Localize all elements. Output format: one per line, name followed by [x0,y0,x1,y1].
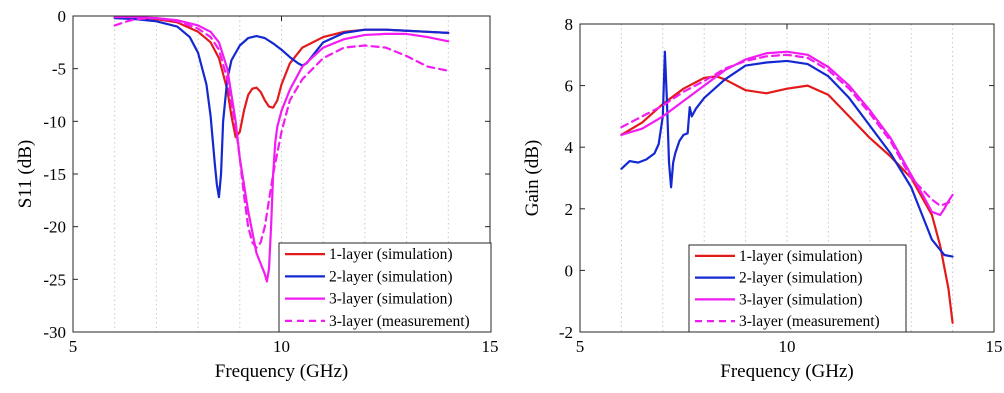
gain-legend-box [688,244,907,333]
gain-series-line-4 [620,53,954,207]
gain-x-tick-label: 5 [576,337,585,356]
gain-y-tick-label: 2 [565,200,574,219]
s11-x-tick-label: 5 [69,337,78,356]
gain-y-tick-label: -2 [559,323,573,342]
s11-series-line-4 [113,17,450,249]
s11-x-axis-label: Frequency (GHz) [215,361,348,382]
gain-y-tick-label: 0 [565,261,574,280]
gain-x-tick-label: 10 [779,337,796,356]
gain-legend-label-4: 3-layer (measurement) [739,313,880,330]
s11-series-group [113,15,450,283]
s11-ticks: 5 10 15 0 -5 -10 -15 -20 -25 -30 [43,7,498,356]
gain-legend-label-1: 1-layer (simulation) [739,248,863,265]
s11-grid [114,16,449,332]
gain-y-axis-label: Gain (dB) [522,140,543,217]
gain-y-tick-label: 6 [565,77,574,96]
gain-series-line-3 [620,50,954,217]
s11-y-tick-label: -30 [43,323,66,342]
s11-y-axis-label: S11 (dB) [15,140,36,208]
s11-legend-label-4: 3-layer (measurement) [329,313,470,330]
gain-x-tick-label: 15 [986,337,1003,356]
s11-legend: 1-layer (simulation) 2-layer (simulation)… [278,242,492,333]
s11-series-line-2 [113,17,450,199]
gain-series-line-2 [620,50,954,258]
s11-legend-box [278,242,492,333]
gain-legend-label-3: 3-layer (simulation) [739,291,863,308]
s11-y-tick-label: -20 [43,218,66,237]
gain-series-group [620,50,954,324]
s11-x-tick-label: 10 [273,337,290,356]
s11-legend-label-3: 3-layer (simulation) [329,291,453,308]
s11-y-tick-label: -10 [43,112,66,131]
s11-y-tick-label: -5 [52,60,66,79]
s11-legend-label-2: 2-layer (simulation) [329,268,453,285]
s11-series-line-3 [113,15,450,283]
gain-y-tick-label: 8 [565,15,574,34]
s11-x-tick-label: 15 [482,337,499,356]
s11-legend-label-1: 1-layer (simulation) [329,246,453,263]
gain-legend: 1-layer (simulation) 2-layer (simulation)… [688,244,907,333]
gain-legend-label-2: 2-layer (simulation) [739,270,863,287]
gain-x-axis-label: Frequency (GHz) [720,361,853,382]
s11-y-tick-label: 0 [58,7,67,26]
gain-y-tick-label: 4 [565,138,574,157]
gain-chart: 5 10 15 8 6 4 2 0 -2 Frequency (GHz) Gain (dB) 1… [522,15,1003,382]
s11-chart: 5 10 150-5-10-15-20-25-30 Frequency (GHz) … [15,7,499,382]
gain-series-line-1 [620,75,954,324]
s11-y-tick-label: -25 [43,270,66,289]
gain-ticks: 5 10 15 8 6 4 2 0 -2 [559,15,1003,356]
s11-y-tick-label: -15 [43,165,66,184]
